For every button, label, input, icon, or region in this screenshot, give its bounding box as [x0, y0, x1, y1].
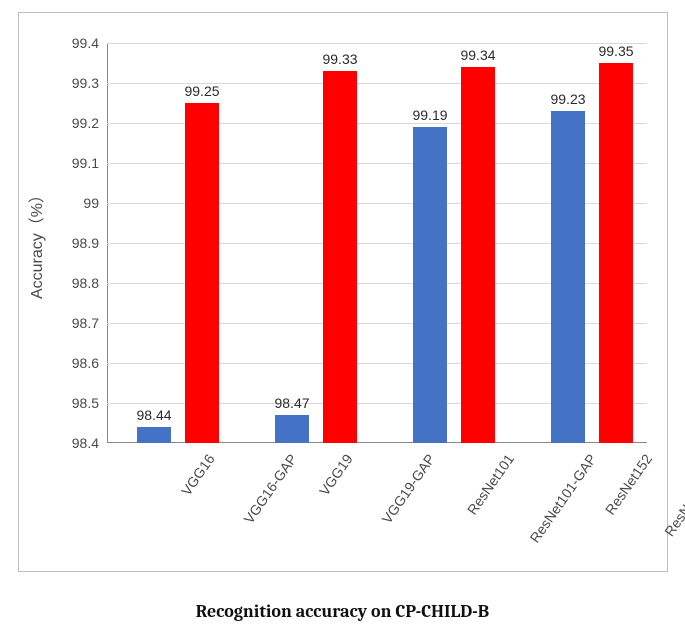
bar-value-label: 99.25	[184, 83, 219, 99]
bar-value-label: 99.19	[412, 107, 447, 123]
bar	[137, 427, 171, 443]
bar	[323, 71, 357, 443]
bar	[275, 415, 309, 443]
bar	[599, 63, 633, 443]
y-tick-label: 99.3	[39, 75, 99, 91]
bar	[461, 67, 495, 443]
page-root: Accuracy（%） 98.4499.2598.4799.3399.1999.…	[0, 0, 685, 632]
y-tick-label: 99.4	[39, 35, 99, 51]
bar	[413, 127, 447, 443]
bar-value-label: 98.47	[274, 395, 309, 411]
x-tick-label: ResNet152	[602, 451, 655, 518]
y-tick-label: 98.9	[39, 235, 99, 251]
bar-value-label: 99.23	[550, 91, 585, 107]
bar	[185, 103, 219, 443]
bar-value-label: 98.44	[136, 407, 171, 423]
y-tick-label: 98.8	[39, 275, 99, 291]
y-tick-label: 98.5	[39, 395, 99, 411]
chart-caption: Recognition accuracy on CP-CHILD-B	[0, 601, 685, 622]
y-tick-label: 99	[39, 195, 99, 211]
y-tick-label: 98.4	[39, 435, 99, 451]
x-tick-label: ResNet101-GAP	[526, 451, 599, 546]
x-tick-label: VGG16-GAP	[241, 451, 301, 526]
bar	[551, 111, 585, 443]
y-tick-label: 98.6	[39, 355, 99, 371]
bar-value-label: 99.33	[322, 51, 357, 67]
plot-area: 98.44 99.25 98.47 99.33 99.19 99.34 99.23 99.35	[107, 43, 647, 443]
gridline	[107, 43, 647, 44]
x-tick-label: VGG16	[178, 451, 218, 498]
bar-value-label: 99.34	[460, 47, 495, 63]
x-tick-label: VGG19	[316, 451, 356, 498]
y-tick-label: 99.2	[39, 115, 99, 131]
x-tick-label: ResNet101	[464, 451, 517, 518]
chart-frame: Accuracy（%） 98.4499.2598.4799.3399.1999.…	[18, 12, 668, 572]
y-tick-label: 98.7	[39, 315, 99, 331]
y-tick-label: 99.1	[39, 155, 99, 171]
x-tick-label: ResNet52-GAP	[661, 451, 685, 539]
bar-value-label: 99.35	[598, 43, 633, 59]
x-tick-label: VGG19-GAP	[379, 451, 439, 526]
